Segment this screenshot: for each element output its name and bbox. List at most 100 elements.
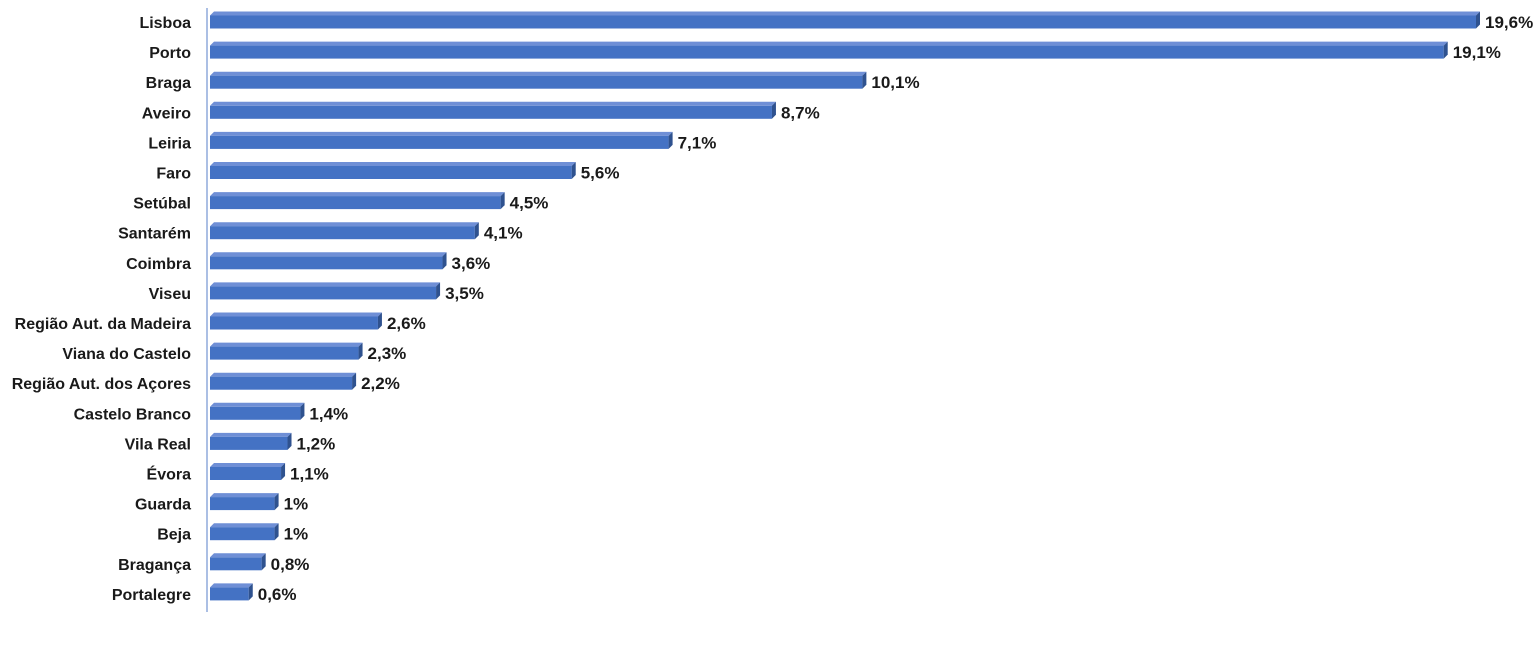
bar-side-face [571,162,576,179]
bar [210,553,266,571]
bar-side-face [274,493,279,511]
bar-front-face [210,376,353,390]
value-label: 19,1% [1453,43,1501,62]
value-label: 0,8% [271,555,310,574]
bar-top-face [210,342,363,347]
value-label: 1,2% [297,434,336,453]
bar [210,162,576,179]
value-label: 19,6% [1485,13,1533,32]
bar [210,71,867,89]
category-label: Região Aut. dos Açores [12,376,191,393]
bar [210,312,382,330]
bar [210,432,292,450]
value-labels-group: 19,6% 19,1% 10,1% 8,7% 7,1% 5,6% 4,5% 4,1% 3,6% 3… [258,13,1533,604]
category-label: Braga [146,75,191,92]
bar-side-face [377,312,382,330]
category-label: Castelo Branco [74,406,192,423]
bar-front-face [210,256,443,270]
bar-top-face [210,553,266,558]
value-label: 2,6% [387,314,426,333]
category-label: Viana do Castelo [62,346,191,363]
bar-top-face [210,493,279,498]
bar-top-face [210,463,286,467]
bar-side-face [442,252,447,270]
bar-top-face [210,11,1480,16]
category-label: Viseu [149,286,191,303]
bar-front-face [210,557,262,571]
category-label: Portalegre [112,587,191,604]
bar-front-face [210,196,501,210]
bar-front-face [210,226,475,240]
bar [210,131,673,149]
bar-side-face [358,342,363,360]
category-label: Beja [157,527,191,544]
bar-top-face [210,312,382,317]
category-label: Bragança [118,557,191,574]
bar-front-face [210,75,863,89]
bar-top-face [210,101,776,106]
bar-front-face [210,286,437,300]
bar [210,463,286,480]
bar-top-face [210,71,867,76]
bar-front-face [210,316,378,330]
value-label: 5,6% [581,164,620,183]
category-label: Leiria [148,135,191,152]
category-label: Setúbal [133,196,191,213]
value-label: 1% [284,525,309,544]
category-label: Santarém [118,226,191,243]
category-label: Faro [156,166,191,183]
bar-front-face [210,497,275,511]
category-label: Vila Real [125,436,191,453]
value-label: 2,2% [361,374,400,393]
bar-front-face [210,45,1444,59]
bar-top-face [210,131,673,136]
value-label: 8,7% [781,103,820,122]
value-label: 0,6% [258,585,297,604]
bar-top-face [210,432,292,437]
value-label: 10,1% [871,73,919,92]
bar-front-face [210,467,282,480]
bar-side-face [248,583,253,601]
value-label: 4,1% [484,224,523,243]
bar-front-face [210,166,572,179]
value-label: 4,5% [510,194,549,213]
value-label: 2,3% [368,344,407,363]
category-label: Évora [147,465,192,484]
bar-top-face [210,583,253,588]
bar [210,583,253,601]
bar-front-face [210,436,288,450]
bar-top-face [210,402,305,407]
bar [210,192,505,210]
bar-top-face [210,252,447,257]
category-label: Lisboa [139,15,191,32]
bar-front-face [210,15,1476,29]
bar-top-face [210,222,479,227]
bar-side-face [352,372,357,390]
value-label: 1,1% [290,465,329,484]
bar [210,282,441,300]
bar [210,252,447,270]
category-label: Porto [149,45,191,62]
bar-side-face [1443,41,1448,59]
bar-top-face [210,192,505,197]
category-labels-group: Lisboa Porto Braga Aveiro Leiria Faro Setúbal S… [12,15,192,604]
bar-side-face [281,463,286,480]
bar-top-face [210,282,441,287]
value-label: 3,6% [452,254,491,273]
bar-front-face [210,346,359,360]
bar-side-face [474,222,479,240]
bar-side-face [287,432,292,450]
bar [210,11,1480,29]
bar-front-face [210,135,669,149]
bar [210,41,1448,59]
bar-side-face [771,101,776,119]
category-label: Guarda [135,497,191,514]
bars-group [210,11,1480,601]
bar-top-face [210,41,1448,46]
value-label: 1,4% [309,404,348,423]
bar-top-face [210,523,279,528]
bar-top-face [210,162,576,166]
bar-top-face [210,372,357,377]
